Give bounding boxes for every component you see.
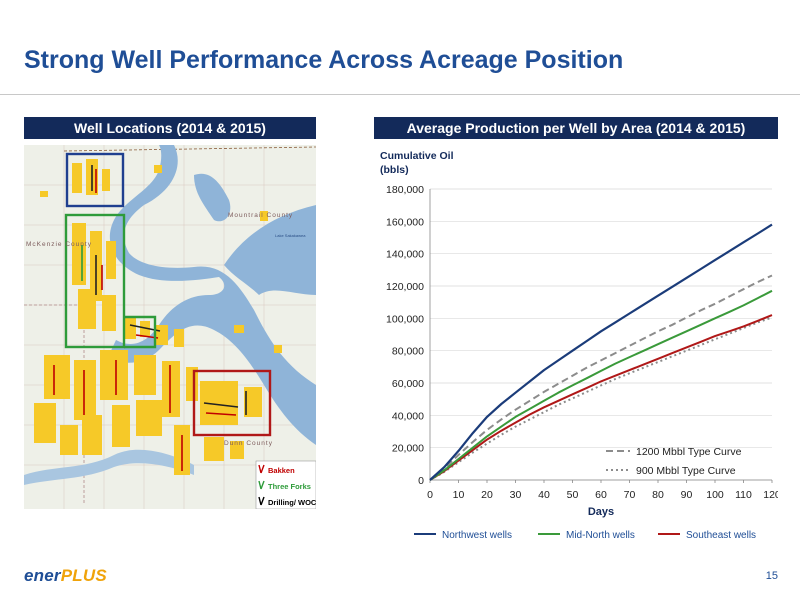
river-south [24, 449, 194, 485]
legend-label-northwest-wells: Northwest wells [442, 530, 512, 541]
county-label-mckenzie: McKenzie County [26, 241, 92, 248]
slide-title: Strong Well Performance Across Acreage P… [24, 46, 624, 74]
series-line-southeast-wells [429, 314, 773, 481]
x-tick-label: 40 [538, 489, 550, 501]
y-axis-label-line2: (bbls) [380, 164, 409, 176]
legend-label-900-mbbl-type-curve: 900 Mbbl Type Curve [636, 465, 736, 477]
logo-part2: PLUS [60, 566, 107, 585]
legend-bakken-label: Bakken [268, 466, 295, 475]
series-line-mid-north-wells [429, 289, 773, 481]
county-label-dunn: Dunn County [224, 440, 273, 447]
y-tick-label: 160,000 [386, 216, 424, 228]
area-legend: Northwest wells Mid-North wells Southeast … [414, 530, 756, 541]
y-tick-label: 80,000 [392, 346, 424, 358]
legend-bakken-mark [258, 464, 262, 474]
x-tick-label: 80 [652, 489, 664, 501]
reservation-boundary [63, 146, 317, 152]
legend-label-mid-north-wells: Mid-North wells [566, 530, 635, 541]
map-panel-header: Well Locations (2014 & 2015) [24, 117, 316, 139]
mid-north-area-box-lower [124, 315, 157, 349]
x-tick-labels: 0 10 20 30 40 50 60 70 80 90 100 110 120 [427, 489, 781, 501]
x-tick-label: 120 [763, 489, 778, 501]
southeast-area-box [192, 369, 272, 437]
lake-inlet [194, 173, 231, 222]
county-label-mountrail: Mountrail County [228, 212, 293, 219]
well-location-map: McKenzie County Mountrail County Dunn Co… [24, 145, 317, 510]
map-legend: Bakken Three Forks Drilling/ WOC [255, 460, 317, 510]
x-tick-label: 70 [624, 489, 636, 501]
legend-three-forks-mark-b [260, 480, 265, 490]
map-svg: McKenzie County Mountrail County Dunn Co… [24, 145, 317, 510]
chart-panel-header: Average Production per Well by Area (201… [374, 117, 778, 139]
legend-label-southeast-wells: Southeast wells [686, 530, 756, 541]
production-chart: Cumulative Oil (bbls) 0 20,000 40,000 60,00… [374, 145, 781, 550]
chart-svg: Cumulative Oil (bbls) 0 20,000 40,000 60,00… [380, 150, 781, 541]
y-axis-label-line1: Cumulative Oil [380, 150, 454, 162]
x-axis-label: Days [588, 506, 614, 518]
logo-part1: ener [24, 566, 61, 585]
y-tick-label: 120,000 [386, 281, 424, 293]
x-tick-label: 0 [427, 489, 433, 501]
legend-drilling-mark-b [260, 496, 265, 506]
chart-grid [429, 188, 773, 483]
y-tick-label: 100,000 [386, 313, 424, 325]
map-legend-box [255, 460, 317, 510]
legend-three-forks-label: Three Forks [268, 482, 311, 491]
northwest-area-box [65, 152, 125, 208]
y-tick-label: 140,000 [386, 249, 424, 261]
chart-series-lines [429, 223, 773, 481]
x-tick-label: 20 [481, 489, 493, 501]
legend-drilling-mark [258, 496, 262, 506]
legend-drilling-label: Drilling/ WOC [268, 498, 316, 507]
y-tick-label: 40,000 [392, 410, 424, 422]
y-tick-label: 20,000 [392, 443, 424, 455]
x-tick-label: 90 [681, 489, 693, 501]
x-tick-label: 110 [735, 489, 752, 501]
x-tick-label: 50 [567, 489, 579, 501]
enerplus-logo: enerPLUS [24, 566, 107, 586]
well-laterals [53, 165, 247, 471]
legend-three-forks-mark [258, 480, 262, 490]
page-number: 15 [765, 570, 778, 582]
lake-arm-east [224, 205, 316, 295]
acreage-blocks [34, 159, 282, 475]
x-tick-label: 60 [595, 489, 607, 501]
y-tick-labels: 0 20,000 40,000 60,000 80,000 100,000 120,000 1… [386, 184, 424, 487]
series-line-1200-mbbl-type-curve [429, 274, 773, 481]
series-line-900-mbbl-type-curve [429, 316, 773, 481]
lake-label: Lake Sakakawea [275, 233, 306, 238]
type-curve-legend: 1200 Mbbl Type Curve 900 Mbbl Type Curve [606, 446, 742, 477]
title-rule [0, 94, 800, 95]
y-tick-label: 60,000 [392, 378, 424, 390]
x-tick-label: 30 [510, 489, 522, 501]
series-line-northwest-wells [429, 223, 773, 481]
x-tick-label: 10 [453, 489, 465, 501]
legend-label-1200-mbbl-type-curve: 1200 Mbbl Type Curve [636, 446, 742, 458]
y-tick-label: 0 [418, 475, 424, 487]
legend-bakken-mark-b [260, 464, 265, 474]
x-tick-label: 100 [706, 489, 724, 501]
y-tick-label: 180,000 [386, 184, 424, 196]
mid-north-area-box-upper [64, 213, 126, 349]
